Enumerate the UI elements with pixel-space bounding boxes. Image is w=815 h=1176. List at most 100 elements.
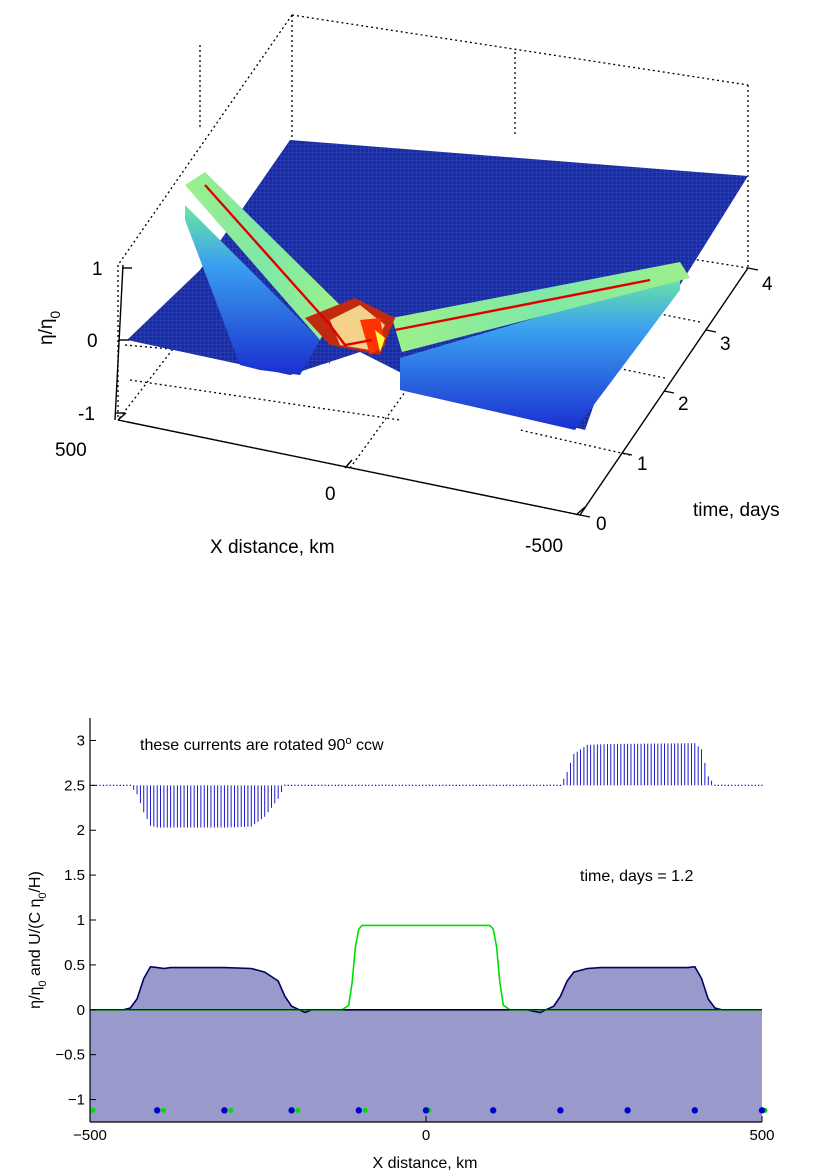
surface-center-peak bbox=[305, 298, 395, 355]
eta-area bbox=[90, 965, 762, 1014]
green-velocity-line bbox=[90, 924, 762, 1011]
current-stem-dot bbox=[297, 784, 299, 786]
current-stem-dot bbox=[327, 784, 330, 786]
current-stem-dot bbox=[485, 784, 488, 786]
y-tick-label: −0.5 bbox=[55, 1047, 85, 1064]
green-marker bbox=[228, 1107, 234, 1113]
current-stem-dot bbox=[116, 784, 118, 786]
current-stem-dot bbox=[381, 784, 383, 786]
current-stem-dot bbox=[428, 784, 430, 786]
green-marker bbox=[161, 1107, 167, 1113]
current-stem-dot bbox=[543, 784, 545, 786]
x-tick-label: -500 bbox=[525, 536, 563, 557]
current-stem-dot bbox=[338, 784, 340, 786]
x-tick-label: 500 bbox=[55, 440, 87, 461]
current-stem-dot bbox=[475, 784, 477, 786]
current-stem-dot bbox=[354, 784, 357, 786]
blue-marker bbox=[154, 1107, 161, 1114]
current-stem-dot bbox=[304, 784, 306, 786]
current-stem-dot bbox=[317, 784, 320, 786]
current-stem-dot bbox=[532, 784, 535, 786]
current-stem-dot bbox=[714, 784, 716, 786]
current-stem-dot bbox=[358, 784, 360, 786]
time-tick-label: 3 bbox=[720, 334, 731, 355]
surface-wall-left bbox=[185, 205, 320, 375]
current-stem-dot bbox=[109, 784, 111, 786]
current-stem-dot bbox=[331, 784, 333, 786]
below-zero-fill-rect bbox=[90, 1009, 762, 1122]
current-stem-dot bbox=[425, 784, 427, 786]
current-stem-dot bbox=[294, 784, 296, 786]
time-axis-ticks bbox=[579, 267, 759, 518]
current-stem-dot bbox=[506, 784, 508, 786]
current-stem-dot bbox=[727, 784, 729, 786]
current-stem-dot bbox=[536, 784, 538, 786]
current-stem-dot bbox=[378, 784, 380, 786]
current-stem-dot bbox=[287, 784, 289, 786]
green-marker bbox=[90, 1107, 96, 1113]
current-stem-dot bbox=[469, 784, 471, 786]
y-axis-label-2d: η/η0 and U/(C η0/H) bbox=[27, 871, 49, 1009]
current-stem-dot bbox=[741, 784, 743, 786]
current-stem-dot bbox=[395, 784, 397, 786]
current-stem-dot bbox=[435, 784, 437, 786]
x-tick-label: 0 bbox=[422, 1127, 430, 1144]
current-stem-dot bbox=[529, 784, 531, 786]
surface-ridge-left bbox=[185, 172, 340, 340]
time-tick-label: 4 bbox=[762, 274, 773, 295]
x-tick-label: 500 bbox=[749, 1127, 774, 1144]
current-stem-dot bbox=[405, 784, 407, 786]
current-stem-dot bbox=[321, 784, 323, 786]
time-annotation: time, days = 1.2 bbox=[580, 868, 693, 885]
y-tick-label: 2.5 bbox=[64, 777, 85, 794]
current-stem-dot bbox=[482, 784, 484, 786]
current-stem-dot bbox=[519, 784, 521, 786]
crest-lines bbox=[204, 184, 651, 347]
current-stem-dot bbox=[388, 784, 390, 786]
time-axis-label: time, days bbox=[693, 500, 780, 521]
current-stem-dot bbox=[721, 784, 723, 786]
x-ticks: −500 0 500 bbox=[73, 1116, 775, 1144]
surface-ridge-right bbox=[392, 262, 690, 352]
current-stem-dot bbox=[119, 784, 121, 786]
current-stem-dot bbox=[455, 784, 457, 786]
current-stem-dot bbox=[459, 784, 461, 786]
current-stem-dot bbox=[375, 784, 377, 786]
current-stem-dot bbox=[307, 784, 309, 786]
y-tick-label: 2 bbox=[77, 822, 85, 839]
y-tick-label: 1.5 bbox=[64, 867, 85, 884]
current-stem-dot bbox=[126, 784, 128, 786]
current-stem-dot bbox=[341, 784, 343, 786]
blue-marker bbox=[490, 1107, 497, 1114]
current-stem-dot bbox=[724, 784, 726, 786]
current-stem-dot bbox=[472, 784, 474, 786]
current-stem-dot bbox=[502, 784, 504, 786]
z-tick-label: 1 bbox=[92, 259, 103, 280]
current-stem-dot bbox=[549, 784, 551, 786]
y-ticks: −1 −0.5 0 0.5 1 1.5 2 2.5 3 bbox=[55, 732, 96, 1109]
current-stem-dot bbox=[761, 784, 763, 786]
current-stem-dot bbox=[522, 784, 525, 786]
y-tick-label: −1 bbox=[68, 1092, 85, 1109]
current-stem-dot bbox=[351, 784, 353, 786]
blue-marker bbox=[422, 1107, 430, 1114]
surface-plot-3d: 1 0 -1 η/η0 500 0 -500 X distance, km 0 … bbox=[36, 14, 780, 558]
time-tick-label: 0 bbox=[596, 514, 607, 535]
current-stem-dot bbox=[401, 784, 404, 786]
x-axis-label: X distance, km bbox=[210, 537, 335, 558]
current-stem-dot bbox=[418, 784, 420, 786]
current-stem-dot bbox=[368, 784, 370, 786]
surface-wall-right bbox=[400, 275, 680, 430]
current-stem-dot bbox=[465, 784, 467, 786]
blue-marker bbox=[691, 1107, 698, 1114]
z-axis-label: η/η0 bbox=[36, 311, 63, 345]
z-axis bbox=[114, 264, 124, 421]
eta-area-fill bbox=[90, 966, 762, 1013]
line-plot-2d: −1 −0.5 0 0.5 1 1.5 2 2.5 3 −500 0 500 these curre… bbox=[27, 718, 775, 1172]
current-stem-dot bbox=[385, 784, 387, 786]
current-stem-dot bbox=[106, 784, 108, 786]
time-tick-label: 1 bbox=[637, 454, 648, 475]
current-stem-dot bbox=[411, 784, 414, 786]
z-tick-label: -1 bbox=[78, 404, 95, 425]
